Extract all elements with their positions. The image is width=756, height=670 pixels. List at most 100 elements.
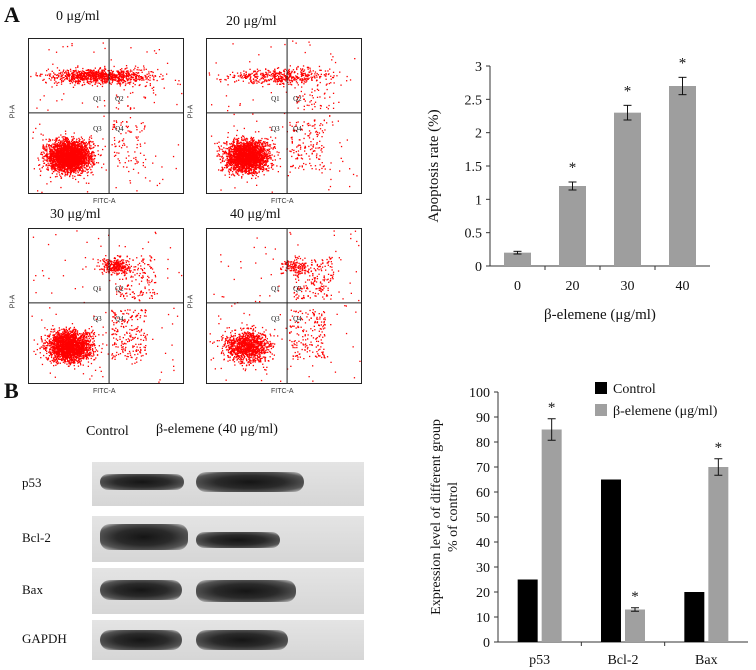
wb-band-control <box>100 580 182 600</box>
wb-band-control <box>100 630 182 650</box>
flow-quadrant-label: Q4 <box>293 125 302 133</box>
wb-blot-strip <box>92 516 364 562</box>
y-tick-label: 30 <box>476 561 490 576</box>
bar <box>684 592 705 642</box>
expression-level-chart: 0 10 20 30 40 50 60 70 80 90 100 * p53 * Bcl-2 * Bax Expr… <box>429 382 748 668</box>
x-tick-label: 20 <box>566 279 580 294</box>
y-axis-title: % of control <box>446 482 461 552</box>
panel-label-a: A <box>4 2 20 27</box>
flow-quadrant-label: Q3 <box>271 315 280 323</box>
legend-label: Control <box>613 382 656 397</box>
bar <box>559 186 586 266</box>
legend-swatch <box>595 404 607 416</box>
wb-band-control <box>100 524 188 550</box>
flow-quadrant-label: Q4 <box>115 315 124 323</box>
y-tick-label: 80 <box>476 436 490 451</box>
flow-quadrant-label: Q1 <box>93 95 102 103</box>
flow-concentration-label: 30 μg/ml <box>50 207 101 222</box>
wb-header-control: Control <box>86 424 129 439</box>
x-tick-label: Bcl-2 <box>607 653 638 668</box>
flow-dots <box>30 42 183 193</box>
flow-x-axis-label: FITC-A <box>271 198 294 205</box>
wb-band-treatment <box>196 472 304 492</box>
flow-y-axis-label: PI-A <box>187 104 195 119</box>
flow-dots <box>31 230 183 383</box>
y-tick-label: 0 <box>483 636 490 651</box>
y-tick-label: 1.5 <box>465 160 483 175</box>
y-tick-label: 0 <box>475 260 482 275</box>
x-tick-label: 40 <box>676 279 690 294</box>
flow-x-axis-label: FITC-A <box>93 198 116 205</box>
wb-blot-strip <box>92 620 364 660</box>
flow-dot-plot: Q1 Q2 Q3 Q4 <box>28 228 184 384</box>
wb-row-label: Bcl-2 <box>22 530 51 545</box>
flow-quadrant-label: Q2 <box>293 285 302 293</box>
legend-label: β-elemene (μg/ml) <box>613 404 718 419</box>
flow-dot-plot-canvas: Q1 Q2 Q3 Q4 <box>207 229 361 383</box>
flow-dots <box>209 230 361 382</box>
y-tick-label: 70 <box>476 461 490 476</box>
y-tick-label: 0.5 <box>465 227 483 242</box>
x-tick-label: 0 <box>514 279 521 294</box>
bar <box>517 579 538 642</box>
wb-row-label: GAPDH <box>22 631 67 646</box>
wb-band-control <box>100 474 184 490</box>
significance-marker: * <box>624 83 632 99</box>
y-tick-label: 2.5 <box>465 93 483 108</box>
flow-y-axis-label: PI-A <box>187 294 195 309</box>
y-tick-label: 50 <box>476 511 490 526</box>
flow-quadrant-label: Q3 <box>93 125 102 133</box>
legend-swatch <box>595 382 607 394</box>
flow-y-axis-label: PI-A <box>9 294 17 309</box>
flow-quadrant-label: Q2 <box>115 285 124 293</box>
bar <box>601 479 621 642</box>
flow-x-axis-label: FITC-A <box>93 388 116 395</box>
flow-quadrant-label: Q4 <box>293 315 302 323</box>
x-tick-label: Bax <box>695 653 718 668</box>
flow-x-axis-label: FITC-A <box>271 388 294 395</box>
significance-marker: * <box>679 55 687 71</box>
bar <box>669 86 696 266</box>
flow-quadrant-label: Q3 <box>271 125 280 133</box>
y-tick-label: 20 <box>476 586 490 601</box>
wb-band-treatment <box>196 630 288 650</box>
flow-dot-plot: Q1 Q2 Q3 Q4 <box>28 38 184 194</box>
flow-quadrant-label: Q3 <box>93 315 102 323</box>
wb-band-treatment <box>196 532 280 548</box>
y-axis-title: Apoptosis rate (%) <box>426 109 442 222</box>
flow-dot-plot: Q1 Q2 Q3 Q4 <box>206 38 362 194</box>
bar <box>625 609 645 642</box>
flow-concentration-label: 0 μg/ml <box>56 9 100 24</box>
flow-quadrant-label: Q2 <box>293 95 302 103</box>
flow-dot-plot-canvas: Q1 Q2 Q3 Q4 <box>29 39 183 193</box>
panel-label-b: B <box>4 378 19 403</box>
y-tick-label: 10 <box>476 611 490 626</box>
significance-marker: * <box>548 400 556 416</box>
flow-quadrant-label: Q1 <box>271 285 280 293</box>
bar <box>504 252 531 266</box>
significance-marker: * <box>569 160 577 176</box>
y-tick-label: 60 <box>476 486 490 501</box>
flow-concentration-label: 20 μg/ml <box>226 14 277 29</box>
significance-marker: * <box>631 589 639 605</box>
y-tick-label: 1 <box>475 193 482 208</box>
wb-header-treatment: β-elemene (40 μg/ml) <box>156 422 278 437</box>
flow-dot-plot: Q1 Q2 Q3 Q4 <box>206 228 362 384</box>
flow-y-axis-label: PI-A <box>9 104 17 119</box>
flow-dot-plot-canvas: Q1 Q2 Q3 Q4 <box>207 39 361 193</box>
y-tick-label: 90 <box>476 411 490 426</box>
y-tick-label: 2 <box>475 127 482 142</box>
flow-quadrant-label: Q1 <box>93 285 102 293</box>
flow-dots <box>208 40 358 193</box>
flow-quadrant-label: Q4 <box>115 125 124 133</box>
bar <box>541 429 562 642</box>
wb-band-treatment <box>196 580 296 602</box>
wb-blot-strip <box>92 462 364 506</box>
flow-quadrant-label: Q1 <box>271 95 280 103</box>
bar <box>614 112 641 267</box>
y-tick-label: 40 <box>476 536 490 551</box>
y-tick-label: 3 <box>475 60 482 75</box>
flow-concentration-label: 40 μg/ml <box>230 207 281 222</box>
significance-marker: * <box>715 440 723 456</box>
x-tick-label: p53 <box>529 653 550 668</box>
